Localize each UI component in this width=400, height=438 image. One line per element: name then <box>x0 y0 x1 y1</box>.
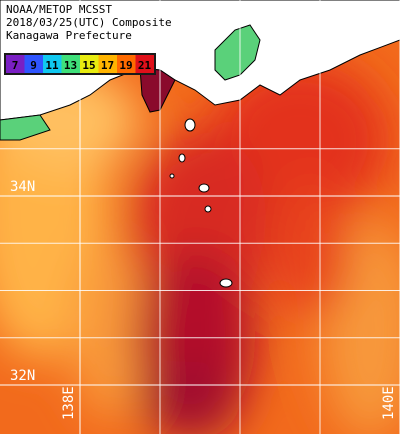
title-line: NOAA/METOP MCSST <box>6 3 112 16</box>
colorbar-label: 17 <box>101 59 114 72</box>
colorbar-swatch <box>6 55 25 73</box>
colorbar-label: 7 <box>12 59 19 72</box>
island <box>178 153 186 163</box>
title-line: Kanagawa Prefecture <box>6 29 132 42</box>
colorbar-label: 13 <box>64 59 77 72</box>
lat-label: 34N <box>10 179 35 195</box>
colorbar-label: 11 <box>45 59 59 72</box>
colorbar-swatch <box>24 55 43 73</box>
title-box <box>2 2 188 44</box>
colorbar-swatch <box>135 55 154 73</box>
island <box>204 205 212 213</box>
colorbar-label: 21 <box>138 59 152 72</box>
colorbar-swatch <box>43 55 62 73</box>
lon-label: 138E <box>61 386 77 420</box>
lat-label: 32N <box>10 368 35 384</box>
lon-label: 140E <box>381 386 397 420</box>
colorbar-swatch <box>61 55 80 73</box>
colorbar-label: 15 <box>82 59 95 72</box>
island <box>198 183 210 193</box>
colorbar-swatch <box>98 55 117 73</box>
island <box>169 173 175 179</box>
colorbar: 7 9 11 13 15 17 19 21 <box>6 55 154 73</box>
colorbar-swatch <box>80 55 99 73</box>
title-line: 2018/03/25(UTC) Composite <box>6 16 172 29</box>
island <box>184 118 196 132</box>
colorbar-label: 9 <box>30 59 37 72</box>
colorbar-label: 19 <box>119 59 132 72</box>
colorbar-swatch <box>117 55 136 73</box>
coast <box>0 114 51 141</box>
island <box>219 278 233 288</box>
